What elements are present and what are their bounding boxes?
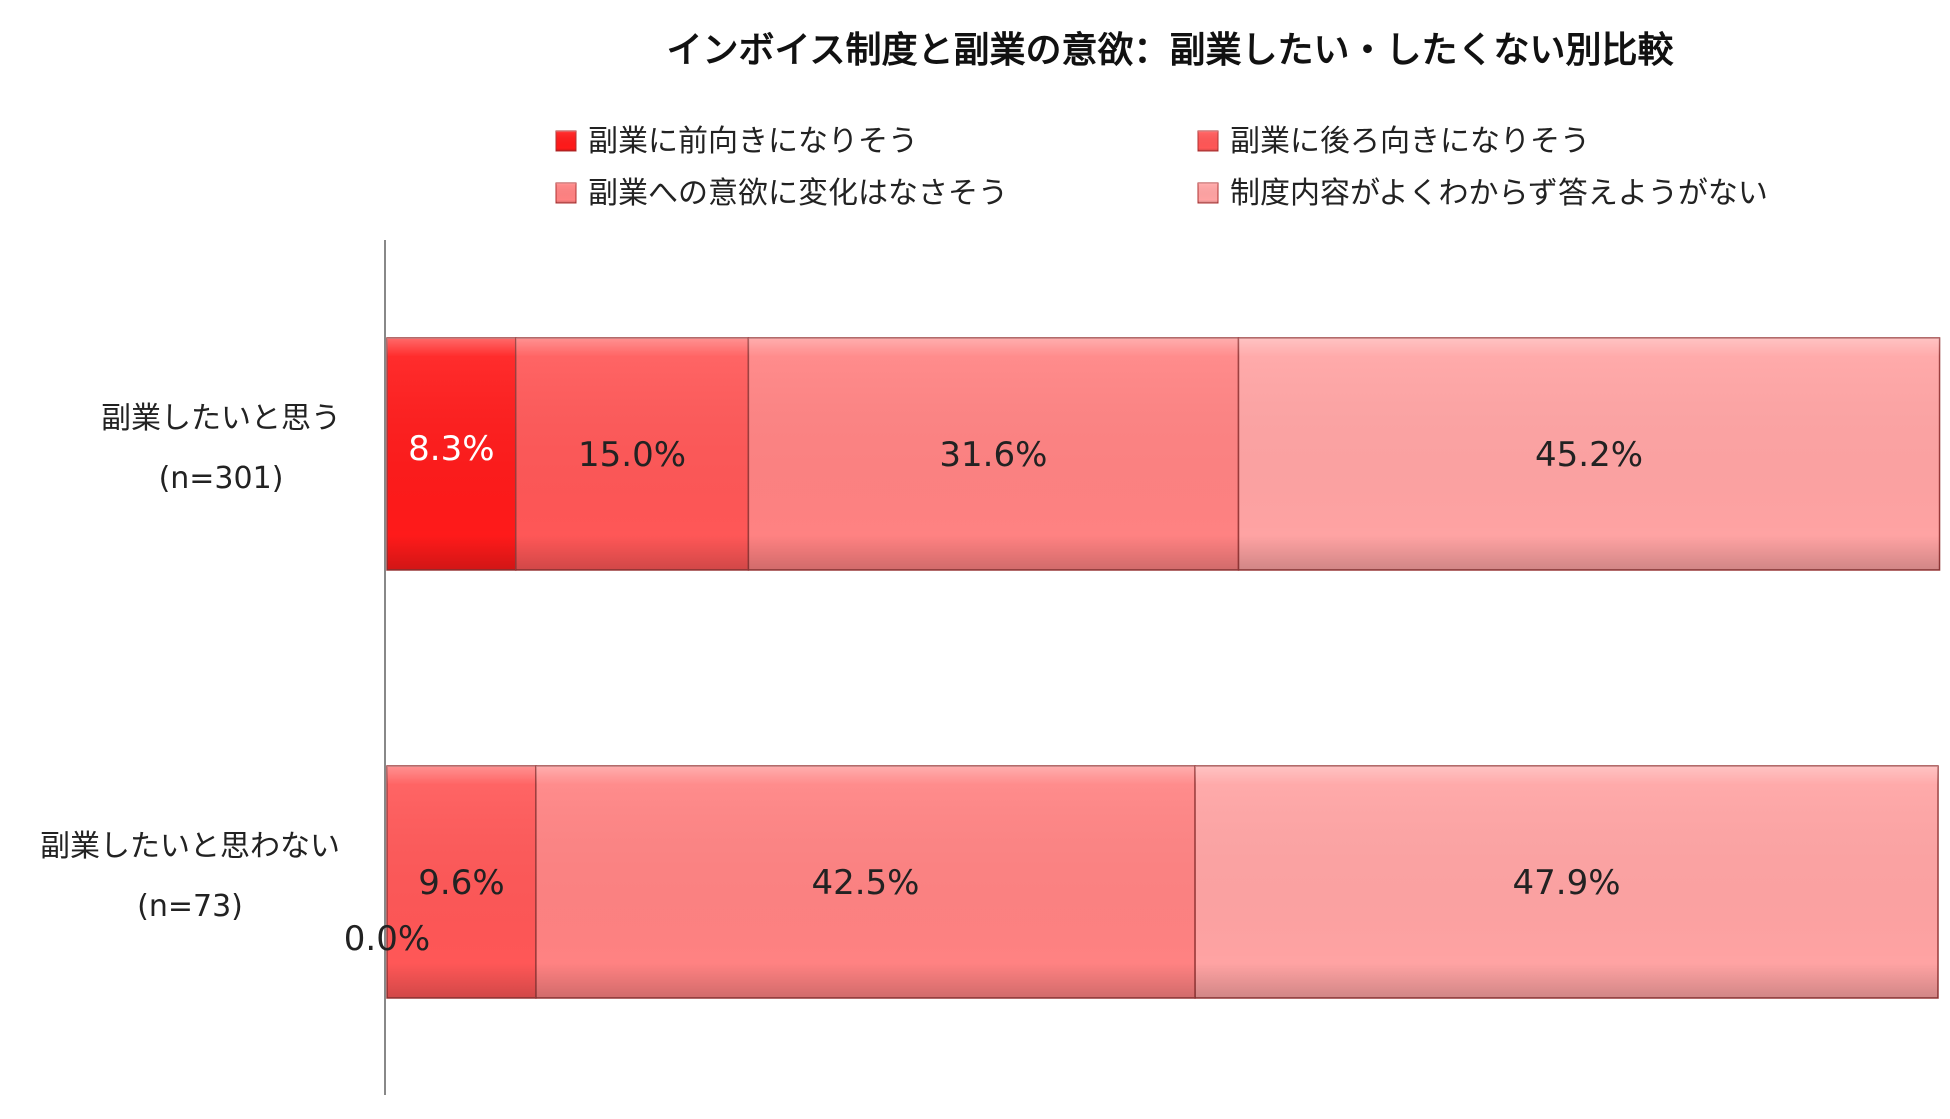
data-label-2-2: 9.6% bbox=[418, 863, 504, 903]
data-label-1-1: 8.3% bbox=[408, 429, 494, 469]
bar-shade-2-4 bbox=[1195, 766, 1938, 998]
category-n-1: (n=301) bbox=[159, 461, 284, 496]
data-label-1-3: 31.6% bbox=[939, 435, 1047, 475]
category-label-2: 副業したいと思わない bbox=[40, 829, 340, 864]
data-label-1-4: 45.2% bbox=[1535, 435, 1643, 475]
legend-label-1: 副業に前向きになりそう bbox=[588, 124, 918, 159]
bar-shade-2-3 bbox=[535, 766, 1196, 998]
chart-title: インボイス制度と副業の意欲：副業したい・したくない別比較 bbox=[667, 30, 1675, 71]
bar-shade-1-3 bbox=[748, 338, 1239, 570]
category-n-2: (n=73) bbox=[137, 889, 243, 924]
bar-shade-1-2 bbox=[515, 338, 749, 570]
category-label-1: 副業したいと思う bbox=[101, 401, 341, 436]
data-label-2-3: 42.5% bbox=[811, 863, 919, 903]
legend-label-4: 制度内容がよくわからず答えようがない bbox=[1230, 176, 1768, 211]
category-labels: 副業したいと思う (n=301) 副業したいと思わない (n=73) bbox=[40, 401, 341, 924]
bar-shade-1-4 bbox=[1238, 338, 1940, 570]
data-label-2-4: 47.9% bbox=[1513, 863, 1621, 903]
bar-shade-1-1 bbox=[387, 338, 516, 570]
legend-swatch-shade-1 bbox=[556, 131, 576, 151]
legend-swatch-shade-3 bbox=[556, 183, 576, 203]
data-labels: 8.3% 15.0% 31.6% 45.2% 0.0% 9.6% 42.5% 47.9% bbox=[344, 429, 1643, 959]
legend-label-2: 副業に後ろ向きになりそう bbox=[1230, 124, 1590, 159]
bars bbox=[386, 337, 1941, 999]
bar-shade-2-2 bbox=[387, 766, 536, 998]
legend-label-3: 副業への意欲に変化はなさそう bbox=[588, 176, 1008, 211]
legend-swatch-shade-2 bbox=[1198, 131, 1218, 151]
legend-swatch-shade-4 bbox=[1198, 183, 1218, 203]
data-label-1-2: 15.0% bbox=[578, 435, 686, 475]
data-label-2-1: 0.0% bbox=[344, 919, 430, 959]
